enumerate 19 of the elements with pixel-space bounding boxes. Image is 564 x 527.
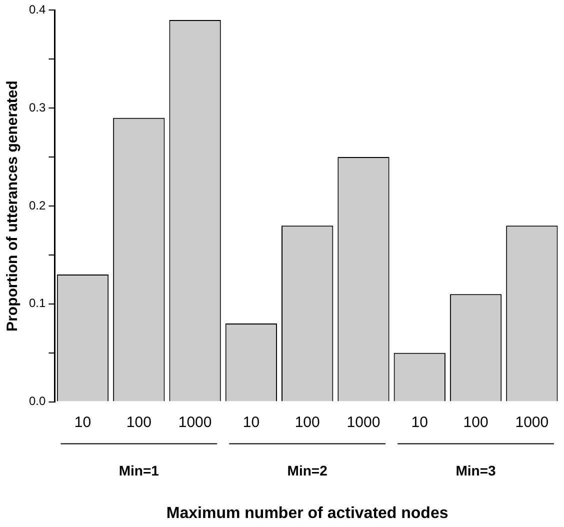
x-tick-label: 1000 xyxy=(346,414,380,431)
y-tick-label: 0.0 xyxy=(28,394,46,408)
x-tick-label: 10 xyxy=(74,414,92,431)
y-tick-label: 0.2 xyxy=(28,198,46,212)
text: Min=3 xyxy=(456,462,496,479)
x-tick-label: 100 xyxy=(126,414,152,431)
x-axis-title: Maximum number of activated nodes xyxy=(166,504,448,522)
x-tick-label: 1000 xyxy=(178,414,212,431)
x-tick-label: 10 xyxy=(411,414,428,431)
y-axis-title: Proportion of utterances generated xyxy=(4,80,22,332)
text: Min=1 xyxy=(118,462,160,479)
y-tick-label: 0.3 xyxy=(28,100,46,114)
x-tick-label: 10 xyxy=(242,414,260,431)
x-tick-label: 1000 xyxy=(515,414,549,431)
text: Min=2 xyxy=(287,462,328,479)
y-tick-label: 0.1 xyxy=(28,296,46,310)
y-tick-label: 0.4 xyxy=(28,2,46,17)
x-tick-label: 100 xyxy=(294,414,320,431)
x-tick-label: 100 xyxy=(463,414,488,431)
